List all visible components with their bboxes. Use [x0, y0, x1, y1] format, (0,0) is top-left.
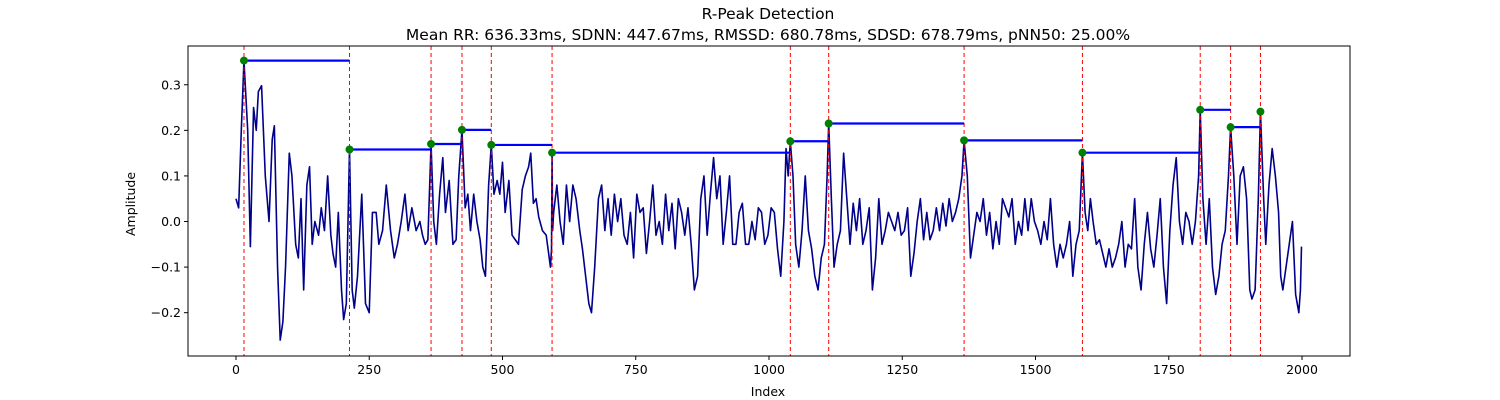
y-tick-label-2: 0.0 [161, 214, 181, 229]
chart-title: R-Peak Detection [702, 5, 835, 23]
x-tick-label-2: 500 [491, 362, 515, 377]
peak-marker-5 [548, 148, 557, 157]
peak-marker-8 [960, 136, 969, 145]
y-tick-label-1: −0.1 [151, 260, 181, 275]
x-tick-label-6: 1500 [1020, 362, 1052, 377]
plot-area: 0 250 500 750 1000 1250 1500 1750 2000 −0.2 −0.1 0.… [151, 45, 1351, 377]
peak-marker-0 [239, 56, 248, 65]
peak-marker-10 [1196, 105, 1205, 114]
peak-marker-9 [1078, 148, 1087, 157]
y-tick-label-3: 0.1 [161, 168, 181, 183]
y-axis-label: Amplitude [123, 172, 138, 236]
signal-line [235, 59, 1303, 341]
x-tick-label-8: 2000 [1286, 362, 1318, 377]
peak-marker-11 [1226, 123, 1235, 132]
x-tick-label-4: 1000 [753, 362, 785, 377]
peak-marker-12 [1256, 107, 1265, 116]
x-tick-label-5: 1250 [886, 362, 918, 377]
x-axis-label: Index [751, 384, 785, 399]
chart-subtitle: Mean RR: 636.33ms, SDNN: 447.67ms, RMSSD… [406, 26, 1130, 44]
peak-marker-1 [345, 145, 354, 154]
peak-marker-6 [786, 137, 795, 146]
y-tick-label-0: −0.2 [151, 305, 181, 320]
x-tick-label-0: 0 [232, 362, 240, 377]
peak-marker-4 [487, 140, 496, 149]
peak-marker-2 [427, 140, 436, 149]
x-tick-label-3: 750 [624, 362, 648, 377]
y-tick-label-4: 0.2 [161, 123, 181, 138]
y-tick-label-5: 0.3 [161, 77, 181, 92]
peak-marker-7 [824, 119, 833, 128]
peak-marker-3 [457, 125, 466, 134]
x-tick-label-1: 250 [357, 362, 381, 377]
x-tick-label-7: 1750 [1153, 362, 1185, 377]
